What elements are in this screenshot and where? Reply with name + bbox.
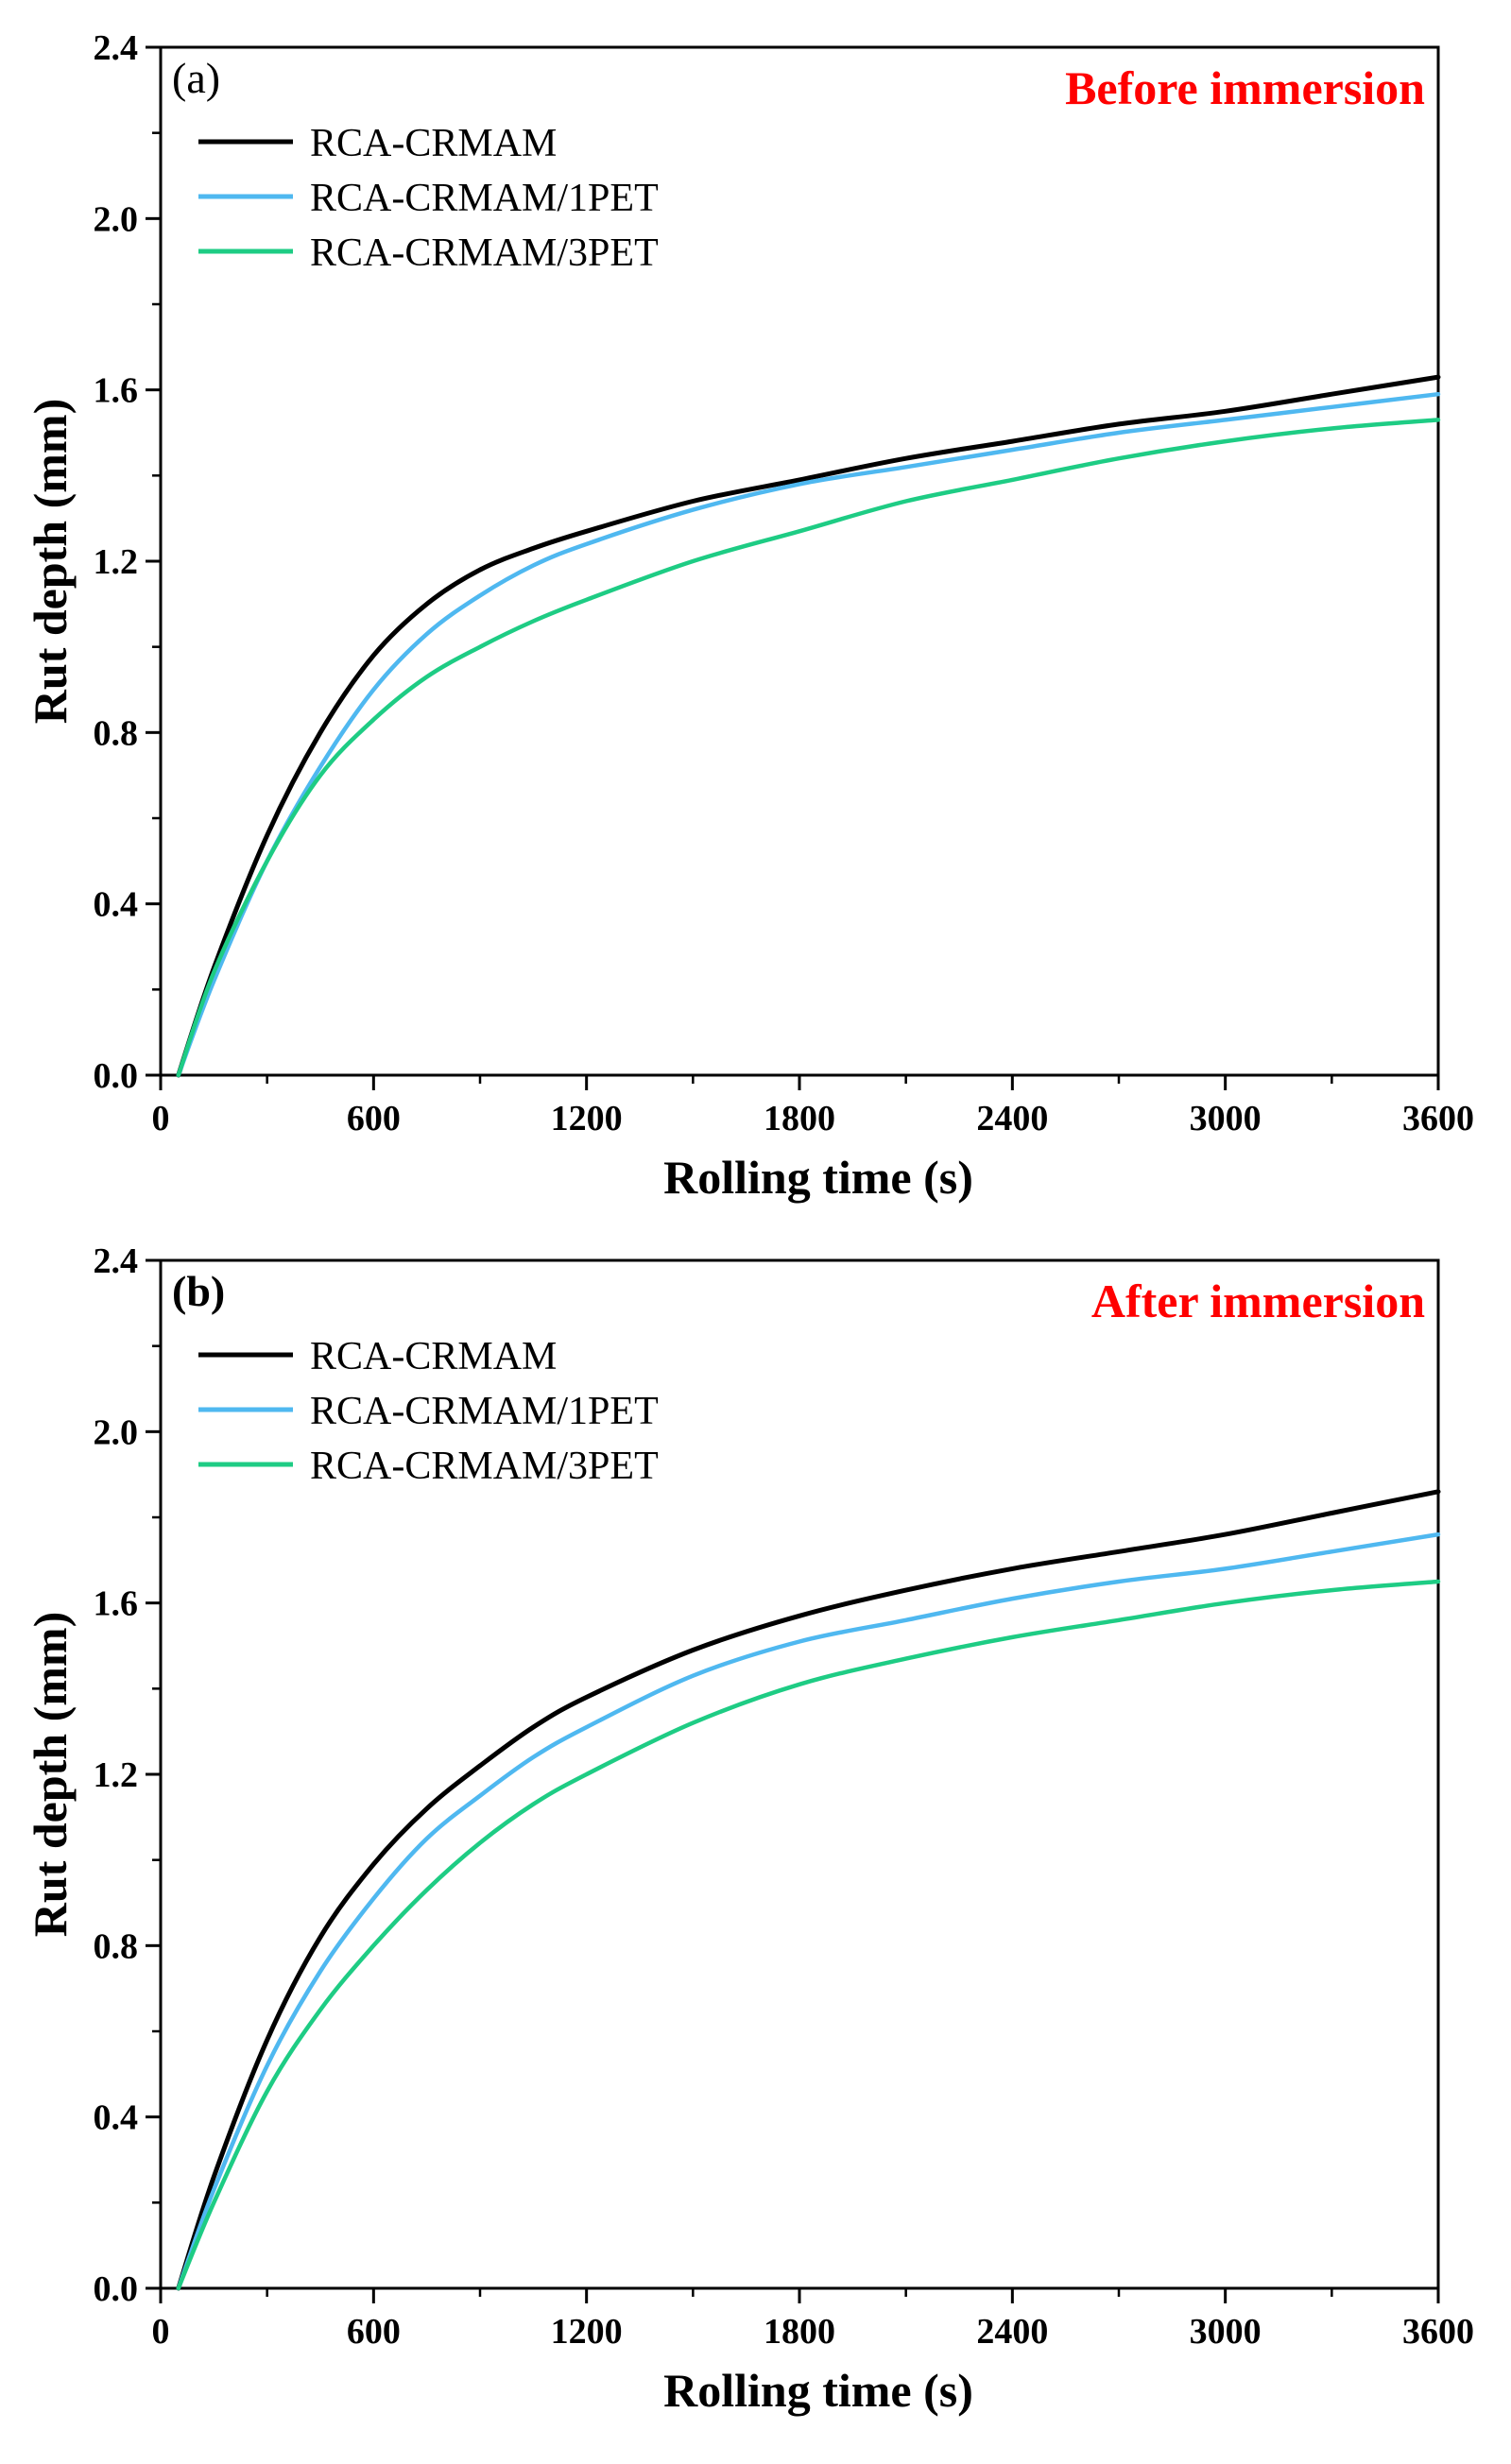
x-axis-title: Rolling time (s) xyxy=(663,2364,973,2417)
y-tick-label: 0.0 xyxy=(94,2269,139,2309)
condition-annotation: After immersion xyxy=(1091,1275,1425,1327)
x-tick-label: 0 xyxy=(152,2312,170,2352)
x-axis-title: Rolling time (s) xyxy=(663,1151,973,1204)
x-tick-label: 1200 xyxy=(551,2312,623,2352)
y-tick-label: 1.2 xyxy=(94,542,139,582)
y-tick-label: 1.2 xyxy=(94,1755,139,1795)
y-tick-label: 1.6 xyxy=(94,1584,139,1624)
series-line-1 xyxy=(176,1489,1441,2291)
series-line-3 xyxy=(176,1579,1441,2291)
series-line-2 xyxy=(176,391,1441,1078)
chart-panel-1: 0 600 1200 1800 2400 3000 3600 0.0 0.4 0.8 1.2 1.6 2… xyxy=(24,28,1474,1204)
legend-label: RCA-CRMAM xyxy=(310,1335,557,1378)
x-tick-label: 2400 xyxy=(976,2312,1048,2352)
chart-panel-2: 0 600 1200 1800 2400 3000 3600 0.0 0.4 0.8 1.2 1.6 2… xyxy=(24,1241,1474,2417)
series-line-1 xyxy=(176,374,1441,1078)
y-axis-title: Rut depth (mm) xyxy=(24,399,77,724)
legend-label: RCA-CRMAM/1PET xyxy=(310,177,659,220)
legend-label: RCA-CRMAM/1PET xyxy=(310,1390,659,1433)
x-tick-label: 600 xyxy=(347,2312,401,2352)
x-tick-label: 1800 xyxy=(764,1099,835,1138)
condition-annotation: Before immersion xyxy=(1065,61,1425,114)
x-tick-label: 3000 xyxy=(1190,2312,1262,2352)
legend-label: RCA-CRMAM xyxy=(310,122,557,165)
x-tick-label: 1200 xyxy=(551,1099,623,1138)
panel-label: (b) xyxy=(172,1267,225,1315)
legend-label: RCA-CRMAM/3PET xyxy=(310,231,659,275)
y-tick-label: 2.4 xyxy=(94,1241,139,1281)
x-tick-label: 2400 xyxy=(976,1099,1048,1138)
y-tick-label: 2.0 xyxy=(94,1412,139,1452)
legend-label: RCA-CRMAM/3PET xyxy=(310,1445,659,1488)
y-tick-label: 0.4 xyxy=(94,885,139,925)
x-tick-label: 1800 xyxy=(764,2312,835,2352)
y-tick-label: 0.0 xyxy=(94,1056,139,1096)
x-tick-label: 3600 xyxy=(1402,2312,1474,2352)
x-tick-label: 3600 xyxy=(1402,1099,1474,1138)
x-tick-label: 600 xyxy=(347,1099,401,1138)
x-tick-label: 3000 xyxy=(1190,1099,1262,1138)
x-tick-label: 0 xyxy=(152,1099,170,1138)
panel-label: (a) xyxy=(172,54,220,102)
y-tick-label: 0.8 xyxy=(94,713,139,753)
y-tick-label: 1.6 xyxy=(94,371,139,411)
y-tick-label: 0.8 xyxy=(94,1926,139,1966)
series-line-2 xyxy=(176,1531,1441,2291)
y-tick-label: 2.4 xyxy=(94,28,139,68)
y-axis-title: Rut depth (mm) xyxy=(24,1612,77,1937)
y-tick-label: 2.0 xyxy=(94,199,139,239)
series-line-3 xyxy=(176,418,1441,1078)
y-tick-label: 0.4 xyxy=(94,2098,139,2138)
